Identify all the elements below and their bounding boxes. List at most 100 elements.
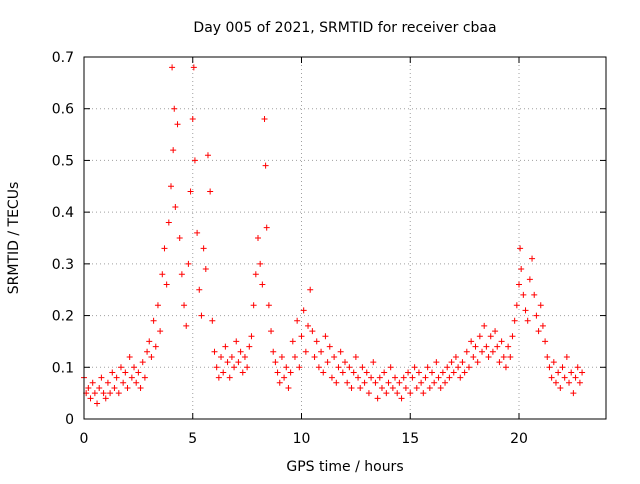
data-point bbox=[363, 369, 370, 376]
data-point bbox=[342, 359, 348, 366]
data-point bbox=[300, 307, 307, 314]
data-point bbox=[422, 374, 429, 381]
data-point bbox=[522, 307, 529, 314]
x-tick-label: 15 bbox=[401, 431, 419, 447]
data-point bbox=[439, 369, 446, 376]
data-point bbox=[483, 343, 490, 350]
data-point bbox=[352, 353, 359, 360]
data-point bbox=[455, 364, 462, 371]
data-point bbox=[361, 379, 368, 386]
y-tick-label: 0.3 bbox=[52, 257, 74, 273]
data-point bbox=[170, 147, 177, 154]
data-point bbox=[431, 379, 438, 386]
data-point bbox=[137, 384, 144, 391]
data-point bbox=[552, 379, 559, 386]
data-point bbox=[328, 374, 335, 381]
data-point bbox=[418, 379, 425, 386]
data-point bbox=[385, 379, 392, 386]
data-point bbox=[257, 260, 264, 267]
data-point bbox=[209, 317, 216, 324]
data-point bbox=[511, 317, 518, 324]
data-point bbox=[520, 291, 527, 298]
data-point bbox=[550, 359, 557, 366]
data-point bbox=[222, 343, 229, 350]
data-point bbox=[268, 328, 275, 335]
data-point bbox=[326, 343, 333, 350]
data-point bbox=[248, 333, 255, 340]
data-point bbox=[398, 395, 405, 402]
data-point bbox=[355, 374, 362, 381]
data-point bbox=[194, 229, 201, 236]
data-point bbox=[524, 317, 531, 324]
data-point bbox=[141, 374, 148, 381]
data-point bbox=[405, 369, 412, 376]
data-point bbox=[396, 379, 403, 386]
data-point bbox=[539, 322, 546, 329]
data-point bbox=[272, 359, 279, 366]
data-point bbox=[196, 286, 203, 293]
data-point bbox=[529, 255, 536, 262]
data-point bbox=[566, 379, 573, 386]
data-point bbox=[509, 333, 516, 340]
data-point bbox=[109, 369, 116, 376]
data-point bbox=[518, 266, 525, 273]
data-point bbox=[487, 333, 494, 340]
data-point bbox=[433, 359, 440, 366]
data-point bbox=[415, 369, 422, 376]
data-point bbox=[365, 390, 372, 397]
data-point bbox=[174, 121, 181, 128]
data-point bbox=[476, 333, 483, 340]
data-point bbox=[555, 369, 562, 376]
data-point bbox=[126, 353, 133, 360]
data-point bbox=[387, 364, 394, 371]
data-point bbox=[278, 353, 285, 360]
data-point bbox=[498, 338, 505, 345]
data-point bbox=[335, 364, 342, 371]
data-point bbox=[298, 333, 305, 340]
data-point bbox=[289, 338, 296, 345]
data-point bbox=[394, 390, 401, 397]
data-point bbox=[218, 353, 225, 360]
data-point bbox=[235, 359, 242, 366]
y-tick-label: 0.4 bbox=[52, 205, 74, 221]
data-point bbox=[446, 374, 453, 381]
data-point bbox=[322, 333, 329, 340]
data-point bbox=[570, 390, 577, 397]
data-point bbox=[91, 390, 98, 397]
data-point bbox=[472, 343, 479, 350]
data-point bbox=[294, 317, 301, 324]
data-point bbox=[89, 379, 96, 386]
data-point bbox=[262, 162, 269, 169]
data-point bbox=[283, 364, 290, 371]
data-point bbox=[135, 369, 142, 376]
data-point bbox=[211, 348, 218, 355]
data-point bbox=[485, 353, 492, 360]
data-point bbox=[579, 369, 586, 376]
data-point bbox=[172, 203, 179, 210]
data-point bbox=[117, 364, 124, 371]
data-point bbox=[265, 302, 272, 309]
data-point bbox=[339, 369, 346, 376]
data-point bbox=[474, 359, 481, 366]
data-point bbox=[407, 390, 414, 397]
data-point bbox=[437, 384, 444, 391]
data-point bbox=[146, 338, 153, 345]
data-point bbox=[444, 364, 451, 371]
data-point bbox=[537, 302, 544, 309]
data-point bbox=[465, 364, 472, 371]
data-point bbox=[190, 64, 197, 71]
data-point bbox=[546, 364, 553, 371]
data-point bbox=[305, 322, 312, 329]
data-point bbox=[244, 364, 251, 371]
data-point bbox=[191, 157, 198, 164]
data-point bbox=[96, 384, 103, 391]
data-point bbox=[124, 384, 131, 391]
data-point bbox=[381, 369, 388, 376]
data-point bbox=[429, 369, 435, 376]
data-point bbox=[187, 188, 194, 195]
data-point bbox=[331, 353, 338, 360]
data-point bbox=[357, 384, 364, 391]
data-point bbox=[102, 395, 109, 402]
data-point bbox=[516, 281, 522, 288]
